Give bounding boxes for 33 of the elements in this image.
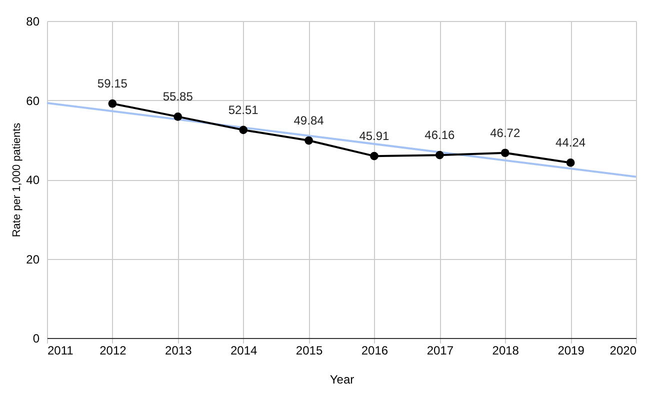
x-tick-label: 2014 xyxy=(230,344,258,358)
data-label: 59.15 xyxy=(97,76,128,91)
point xyxy=(108,99,117,108)
point xyxy=(500,148,510,158)
data-label: 55.85 xyxy=(162,90,194,104)
x-tick-label: 2012 xyxy=(100,344,127,358)
x-tick-label: 2013 xyxy=(165,344,192,358)
y-tick-label: 20 xyxy=(26,252,40,266)
x-tick-label: 2020 xyxy=(610,344,637,358)
x-tick-label: 2019 xyxy=(558,344,585,358)
x-tick-label: 2015 xyxy=(296,344,323,358)
y-tick-label: 40 xyxy=(26,173,40,187)
data-label: 52.51 xyxy=(228,102,259,117)
data-label: 46.72 xyxy=(490,126,520,140)
x-tick-label: 2018 xyxy=(492,344,520,358)
point xyxy=(174,112,182,121)
x-axis-title: Year xyxy=(330,372,354,386)
y-tick-label: 60 xyxy=(26,94,40,108)
y-axis-title: Rate per 1,000 patients xyxy=(11,122,24,238)
point xyxy=(435,150,444,160)
point xyxy=(304,136,313,145)
data-label: 45.91 xyxy=(359,129,390,144)
data-label: 44.24 xyxy=(556,136,586,150)
data-label: 49.84 xyxy=(294,114,324,128)
x-tick-label: 2016 xyxy=(361,344,388,358)
y-tick-label: 0 xyxy=(32,332,40,346)
x-tick-label: 2017 xyxy=(426,344,454,358)
point xyxy=(370,152,378,160)
y-tick-label: 80 xyxy=(26,14,40,28)
point xyxy=(239,126,248,134)
point xyxy=(566,158,575,167)
data-label: 46.16 xyxy=(424,128,456,142)
x-tick-label: 2011 xyxy=(48,344,74,358)
